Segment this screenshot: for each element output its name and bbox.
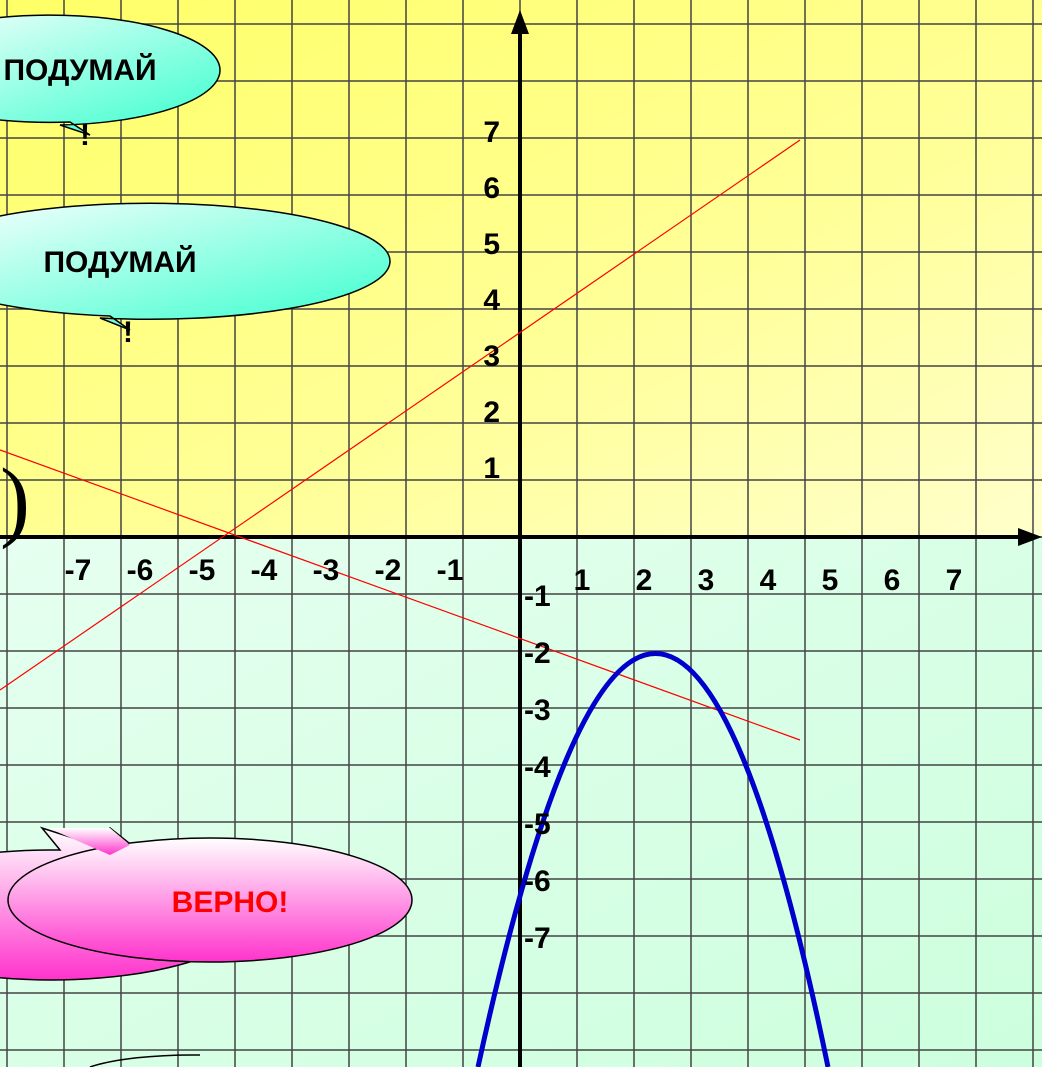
axis-labels: -7 -6 -5 -4 -3 -2 -1 1 2 3 4 5 6 7 7 6 5 4 3 2 1 -1 -2 -3 -4 -5 -6… [65, 116, 963, 955]
callout[interactable]: ПОДУМАЙ ! [0, 202, 391, 349]
x-label: -7 [65, 554, 92, 587]
x-label: 2 [636, 564, 653, 597]
x-label: -5 [189, 554, 216, 587]
bubble-shape [0, 14, 221, 136]
y-label: -1 [524, 580, 551, 613]
bubble-tail [48, 828, 130, 855]
x-label: 5 [822, 564, 839, 597]
x-label: -1 [437, 554, 464, 587]
x-label: 6 [884, 564, 901, 597]
y-label: 1 [483, 452, 500, 485]
y-label: -6 [524, 865, 551, 898]
parabola [475, 651, 831, 1067]
y-label: -3 [524, 694, 551, 727]
y-label: 3 [483, 340, 500, 373]
y-label: 4 [483, 284, 500, 317]
callout-text: ! [80, 119, 90, 152]
x-label: 3 [698, 564, 715, 597]
y-label: -4 [524, 751, 551, 784]
bubble-shape [0, 202, 391, 331]
callout[interactable]: ПОДУМАЙ ! [0, 14, 221, 152]
x-arrow [1018, 528, 1042, 546]
y-label: -2 [524, 637, 551, 670]
bubble-edge [89, 1054, 201, 1067]
callout-text: ПОДУМАЙ [3, 53, 156, 87]
callout-text: ! [123, 316, 133, 349]
x-label: -4 [251, 554, 278, 587]
red-line [0, 449, 801, 741]
y-label: 6 [483, 172, 500, 205]
x-label: 7 [946, 564, 963, 597]
y-label: 2 [483, 396, 500, 429]
callout-text: ПОДУМАЙ [43, 245, 196, 279]
y-label: -5 [524, 808, 551, 841]
y-label: 7 [483, 116, 500, 149]
bubble-shape [7, 837, 413, 963]
x-label: 1 [574, 564, 591, 597]
paren: ) [0, 451, 30, 550]
y-label: 5 [483, 228, 500, 261]
x-label: 4 [760, 564, 777, 597]
y-arrow [511, 10, 529, 34]
x-label: -3 [313, 554, 340, 587]
x-label: -6 [127, 554, 154, 587]
callout-text: ВЕРНО! [172, 886, 289, 919]
x-label: -2 [375, 554, 402, 587]
callout[interactable]: ВЕРНО! [0, 826, 413, 981]
red-line [0, 139, 801, 691]
y-label: -7 [524, 922, 551, 955]
